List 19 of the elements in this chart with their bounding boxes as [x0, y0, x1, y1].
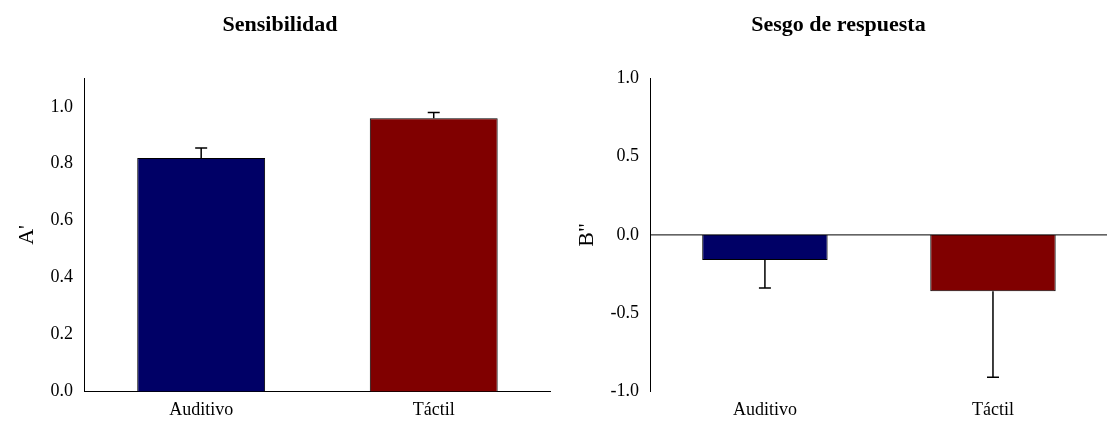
y-tick-label: 1.0	[616, 67, 639, 88]
x-tick-label: Táctil	[971, 398, 1014, 419]
y-tick-label: 0.5	[616, 145, 639, 166]
x-tick-label: Auditivo	[732, 398, 797, 419]
y-tick-label: -1.0	[610, 380, 639, 401]
y-tick-label: 0.0	[50, 380, 73, 401]
y-axis-title: B"	[572, 223, 598, 247]
y-tick-label: 0.0	[616, 223, 639, 244]
y-axis-title: A'	[12, 224, 38, 245]
y-tick-label: 0.4	[50, 266, 73, 287]
y-tick-label: 0.2	[50, 323, 73, 344]
y-tick-label: -0.5	[610, 301, 639, 322]
x-tick-label: Auditivo	[169, 398, 234, 419]
y-tick-label: 0.6	[50, 209, 73, 230]
chart-title: Sesgo de respuesta	[751, 10, 926, 36]
x-tick-label: Táctil	[412, 398, 455, 419]
chart-title: Sensibilidad	[222, 10, 338, 36]
y-tick-label: 0.8	[50, 152, 73, 173]
y-tick-label: 1.0	[50, 95, 73, 116]
